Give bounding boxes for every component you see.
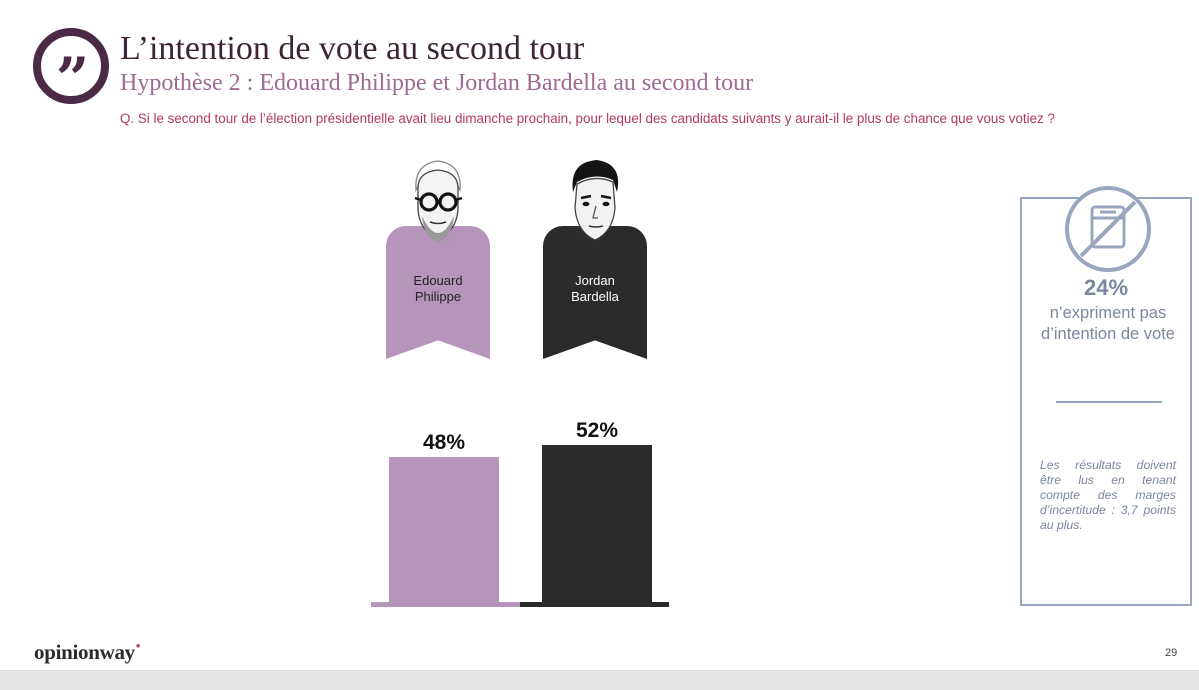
quote-icon: ”: [33, 28, 109, 108]
bar-value-label-0: 48%: [423, 431, 465, 454]
candidate-last-name: Bardella: [571, 289, 619, 304]
abstention-label: n’expriment pas d’intention de vote: [1041, 304, 1175, 343]
bar-0: [389, 457, 499, 602]
candidate-first-name: Jordan: [575, 273, 615, 288]
candidate-name: Jordan Bardella: [552, 273, 638, 359]
baseline-segment-0: [371, 602, 520, 607]
candidate-portrait-bardella: [567, 160, 623, 263]
candidate-name: Edouard Philippe: [395, 273, 481, 359]
panel-divider: [1056, 401, 1162, 403]
window-bottom-strip: [0, 670, 1199, 690]
bar-value-label-1: 52%: [576, 419, 618, 442]
candidate-card-philippe: Edouard Philippe: [386, 158, 490, 361]
opinionway-logo: opinionway•: [34, 638, 140, 665]
page-number: 29: [1165, 647, 1178, 659]
logo-dot: •: [135, 638, 141, 653]
abstention-percentage: 24%: [1083, 275, 1129, 300]
abstention-panel: 24% n’expriment pas d’intention de vote …: [1020, 186, 1192, 606]
bar-1: [542, 445, 652, 602]
baseline-segment-1: [520, 602, 669, 607]
page-subtitle: Hypothèse 2 : Edouard Philippe et Jordan…: [120, 70, 754, 96]
logo-text: opinionway: [34, 640, 135, 664]
candidate-portrait-philippe: [412, 160, 464, 263]
vote-bar-chart: 48% 52%: [371, 419, 669, 607]
candidate-card-bardella: Jordan Bardella: [543, 158, 647, 361]
candidate-ribbon: Jordan Bardella: [543, 226, 647, 359]
candidate-last-name: Philippe: [414, 289, 462, 304]
survey-question: Q. Si le second tour de l’élection prési…: [120, 111, 1055, 126]
crossed-out-ballot-icon: [1065, 186, 1151, 272]
candidate-first-name: Edouard: [413, 273, 463, 288]
page-title: L’intention de vote au second tour: [120, 30, 585, 67]
uncertainty-note: Les résultats doivent être lus en tenant…: [1040, 458, 1176, 532]
slide: ” L’intention de vote au second tour Hyp…: [0, 0, 1199, 670]
